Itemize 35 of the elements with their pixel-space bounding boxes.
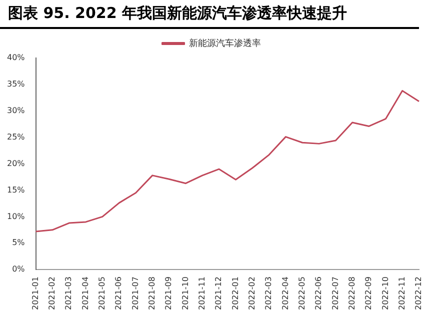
- x-tick-label: 2021-11: [197, 276, 206, 310]
- x-tick-label: 2022-11: [397, 276, 406, 310]
- x-tick-label: 2022-07: [330, 276, 340, 310]
- x-tick-label: 2022-08: [347, 276, 356, 310]
- y-tick-label: 5%: [12, 238, 26, 248]
- y-tick-label: 20%: [7, 158, 26, 168]
- x-tick-label: 2021-06: [114, 276, 124, 310]
- x-tick-label: 2022-06: [314, 276, 324, 310]
- x-tick-label: 2021-08: [147, 276, 156, 310]
- x-tick-label: 2021-09: [164, 276, 174, 310]
- x-tick-label: 2021-02: [48, 276, 57, 310]
- x-tick-label: 2021-04: [80, 276, 90, 310]
- x-tick-label: 2021-10: [180, 276, 190, 310]
- y-tick-label: 10%: [7, 212, 26, 221]
- x-tick-label: 2021-01: [30, 276, 40, 310]
- y-tick-label: 15%: [7, 185, 26, 194]
- x-tick-label: 2022-03: [264, 276, 274, 310]
- x-tick-label: 2021-12: [214, 276, 224, 310]
- x-tick-label: 2022-09: [364, 276, 374, 310]
- x-tick-label: 2022-01: [230, 276, 240, 310]
- y-tick-label: 30%: [7, 106, 26, 115]
- chart-title: 图表 95. 2022 年我国新能源汽车渗透率快速提升: [0, 0, 419, 29]
- x-tick-label: 2021-07: [130, 276, 140, 310]
- x-tick-label: 2022-04: [280, 276, 290, 310]
- x-tick-label: 2021-05: [98, 276, 107, 310]
- x-tick-label: 2022-05: [297, 276, 306, 310]
- legend-label: 新能源汽车渗透率: [188, 38, 261, 49]
- y-tick-label: 40%: [7, 53, 26, 62]
- x-tick-label: 2022-02: [247, 276, 256, 310]
- y-tick-label: 25%: [7, 132, 26, 142]
- y-tick-label: 0%: [12, 264, 26, 274]
- y-tick-label: 35%: [7, 80, 26, 89]
- x-tick-label: 2021-03: [64, 276, 74, 310]
- x-tick-label: 2022-12: [414, 276, 424, 310]
- x-tick-label: 2022-10: [380, 276, 390, 310]
